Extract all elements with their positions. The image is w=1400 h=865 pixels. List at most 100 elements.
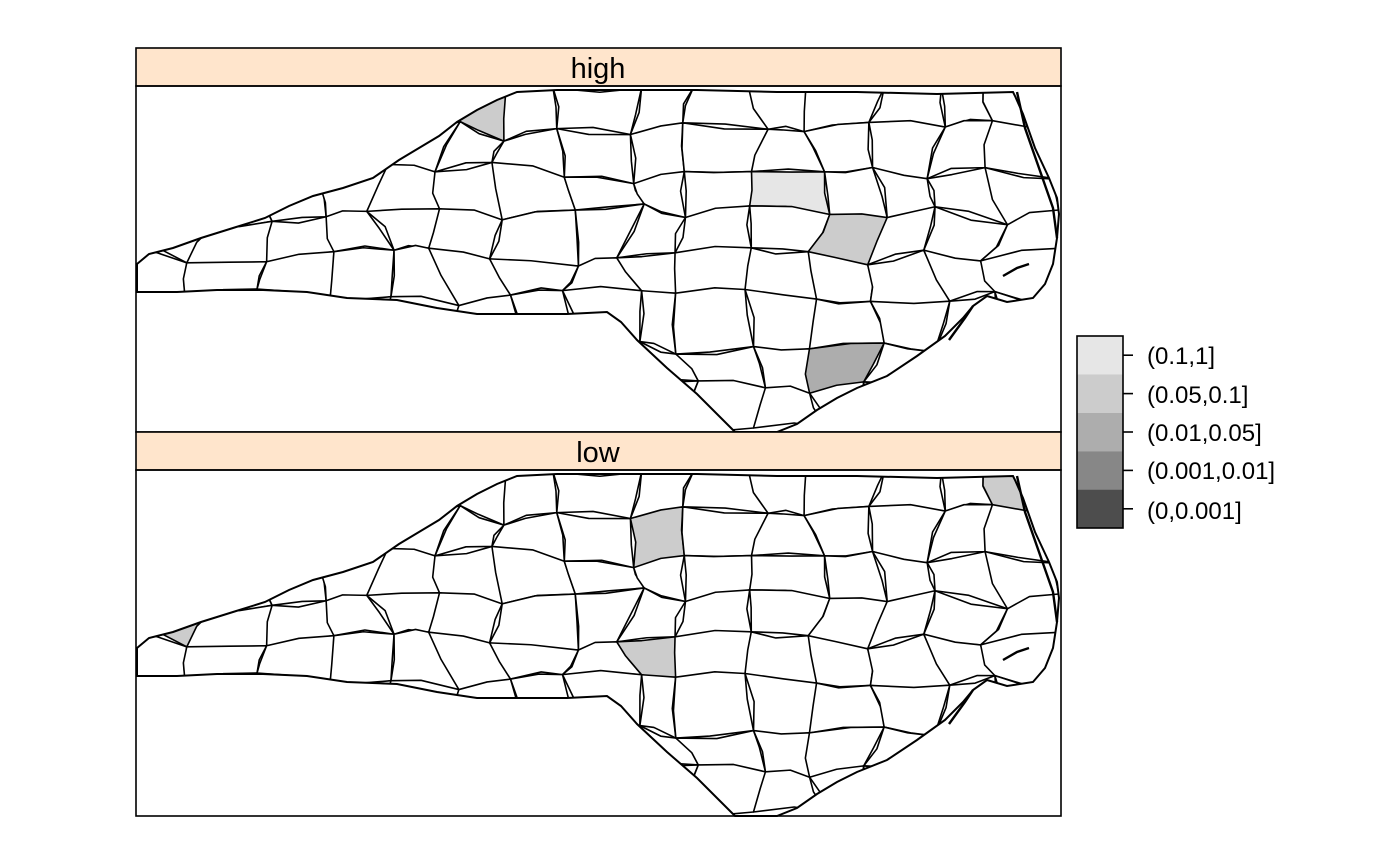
strip-background [135,431,1062,471]
county-region [427,373,508,429]
county-region [182,644,268,685]
county-region [427,727,521,782]
county-region [247,341,338,391]
county-region [308,760,385,813]
county-region [379,726,452,782]
county-region [309,726,385,766]
county-region [250,557,327,607]
county-region [329,246,395,304]
state-map-high [136,89,1061,433]
county-region [744,288,819,353]
legend-label-3: (0.001,0.01] [1147,458,1275,485]
county-region [188,130,252,177]
county-region [505,727,585,763]
county-region [562,724,641,765]
county-region [247,90,322,133]
county-region [184,288,267,354]
county-region [329,679,392,737]
county-region [247,474,322,517]
county-region [188,474,263,520]
county-region [555,127,635,185]
county-region [365,547,441,599]
county-region [505,343,585,379]
legend-label-1: (0.05,0.1] [1147,382,1248,409]
barrier-island [1002,646,1030,662]
county-region [427,757,508,813]
county-region [984,166,1059,226]
county-region [562,340,641,381]
county-region [137,474,199,520]
county-region [930,375,1001,431]
county-region [427,343,521,398]
county-region [197,341,267,391]
county-region [672,287,755,355]
county-region [247,506,322,564]
county-region [308,376,385,429]
panel-frame [135,469,1062,817]
legend-label-2: (0.01,0.05] [1147,420,1262,447]
county-region [379,342,452,398]
county-region [999,715,1059,763]
county-region [188,90,263,136]
barrier-island [948,689,974,725]
county-region [552,90,643,136]
county-region [137,550,219,612]
county-region [137,383,216,429]
county-region [551,374,638,432]
county-region [860,765,935,815]
county-region [329,295,392,353]
county-region [317,122,389,180]
county-region [185,604,273,649]
county-region [250,173,327,223]
county-group [137,474,1059,816]
county-region [307,90,376,142]
county-region [197,770,253,813]
barrier-island [1002,262,1030,278]
county-region [561,285,643,348]
county-region [247,761,319,814]
county-region [256,288,338,353]
color-key-swatch [1077,374,1123,413]
color-key-swatch [1077,412,1123,452]
barrier-island [1015,91,1059,239]
state-border [136,89,1061,433]
county-region [137,166,219,228]
county-region [309,342,385,382]
county-region [930,759,1001,815]
county-region [365,163,441,215]
county-region [672,671,755,739]
county-region [137,681,200,738]
strip-background [135,47,1062,87]
county-region [551,758,638,816]
legend-label-0: (0.1,1] [1147,343,1215,370]
county-region [247,377,319,430]
panel-high: high [135,47,1062,433]
color-key-swatch [1077,336,1123,375]
county-region [137,129,213,174]
strip-label-high: high [571,53,626,85]
county-region [561,669,643,732]
county-group [137,90,1059,432]
county-region [317,506,389,564]
county-region [489,373,565,429]
county-region [185,220,273,265]
state-map-low [136,473,1061,817]
county-region [987,759,1059,813]
county-region [247,122,322,180]
color-key-swatch [1077,451,1123,490]
legend-label-4: (0,0.001] [1147,498,1242,525]
county-region [999,331,1059,379]
county-region [188,514,252,561]
color-key-swatch [1077,489,1123,528]
county-region [137,90,199,136]
panel-low: low [135,431,1062,817]
color-key-ticks [1123,354,1133,510]
county-region [984,550,1059,610]
color-key: (0.1,1] (0.05,0.1] (0.01,0.05] (0.001,0.… [1076,335,1275,529]
barrier-island [948,305,974,341]
county-region [987,375,1059,429]
county-region [247,725,338,775]
county-region [744,672,819,737]
county-region [979,209,1059,262]
